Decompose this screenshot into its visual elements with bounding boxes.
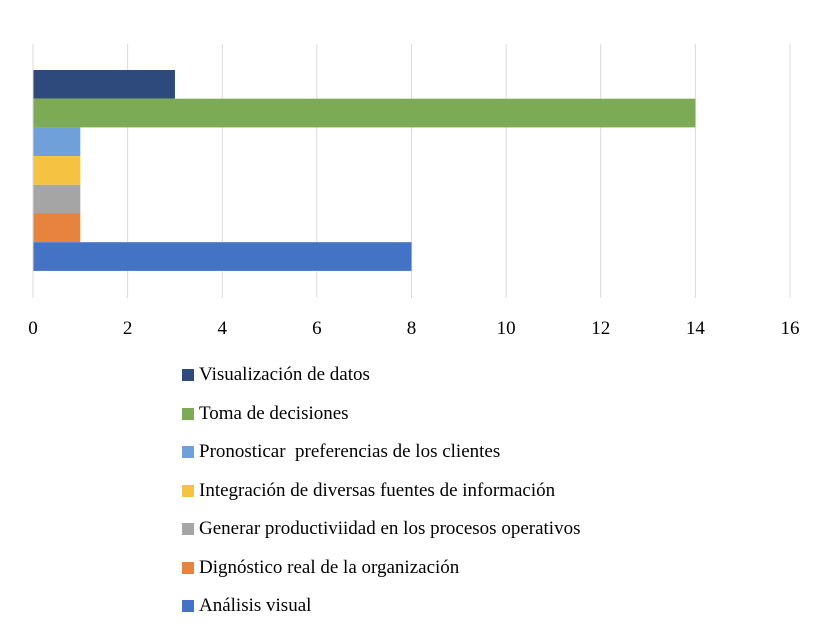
legend-swatch	[182, 523, 194, 536]
legend-swatch	[182, 407, 194, 420]
legend-item: Toma de decisiones	[182, 395, 580, 434]
bar-1	[33, 70, 175, 99]
legend-label: Pronosticar preferencias de los clientes	[199, 441, 501, 463]
x-tick-label: 10	[497, 318, 516, 339]
x-tick-label: 8	[407, 318, 417, 339]
x-axis-tick-labels: 0 2 4 6 8 10 12 14 16	[28, 318, 799, 339]
bar-2	[33, 98, 696, 128]
x-tick-label: 2	[123, 318, 133, 339]
x-tick-label: 16	[781, 318, 800, 339]
legend-label: Análisis visual	[199, 595, 312, 617]
legend-item: Pronosticar preferencias de los clientes	[182, 433, 580, 472]
bar-4	[33, 156, 81, 185]
legend-label: Dignóstico real de la organización	[199, 556, 460, 578]
bars	[33, 70, 696, 271]
legend-item: Generar productiviidad en los procesos o…	[182, 510, 580, 549]
legend-swatch	[182, 561, 194, 574]
x-tick-label: 6	[312, 318, 322, 339]
bar-chart: 0 2 4 6 8 10 12 14 16	[28, 44, 800, 339]
bar-7	[33, 242, 412, 271]
legend-item: Dignóstico real de la organización	[182, 549, 580, 588]
legend-swatch	[182, 369, 194, 382]
legend-label: Visualización de datos	[199, 364, 370, 386]
legend-item: Visualización de datos	[182, 356, 580, 395]
legend-label: Toma de decisiones	[199, 402, 349, 424]
legend-swatch	[182, 484, 194, 497]
x-tick-label: 14	[686, 318, 706, 339]
legend-label: Integración de diversas fuentes de infor…	[199, 479, 556, 501]
legend-label: Generar productiviidad en los procesos o…	[199, 518, 581, 540]
legend: Visualización de datos Toma de decisiones…	[182, 356, 580, 626]
gridlines	[127, 44, 791, 298]
legend-item: Análisis visual	[182, 587, 580, 626]
legend-item: Integración de diversas fuentes de infor…	[182, 472, 580, 511]
legend-swatch	[182, 446, 194, 459]
x-tick-label: 12	[591, 318, 610, 339]
x-tick-label: 4	[218, 318, 228, 339]
x-tick-label: 0	[28, 318, 38, 339]
bar-6	[33, 213, 81, 243]
bar-5	[33, 184, 81, 214]
bar-3	[33, 127, 81, 157]
legend-swatch	[182, 600, 194, 613]
